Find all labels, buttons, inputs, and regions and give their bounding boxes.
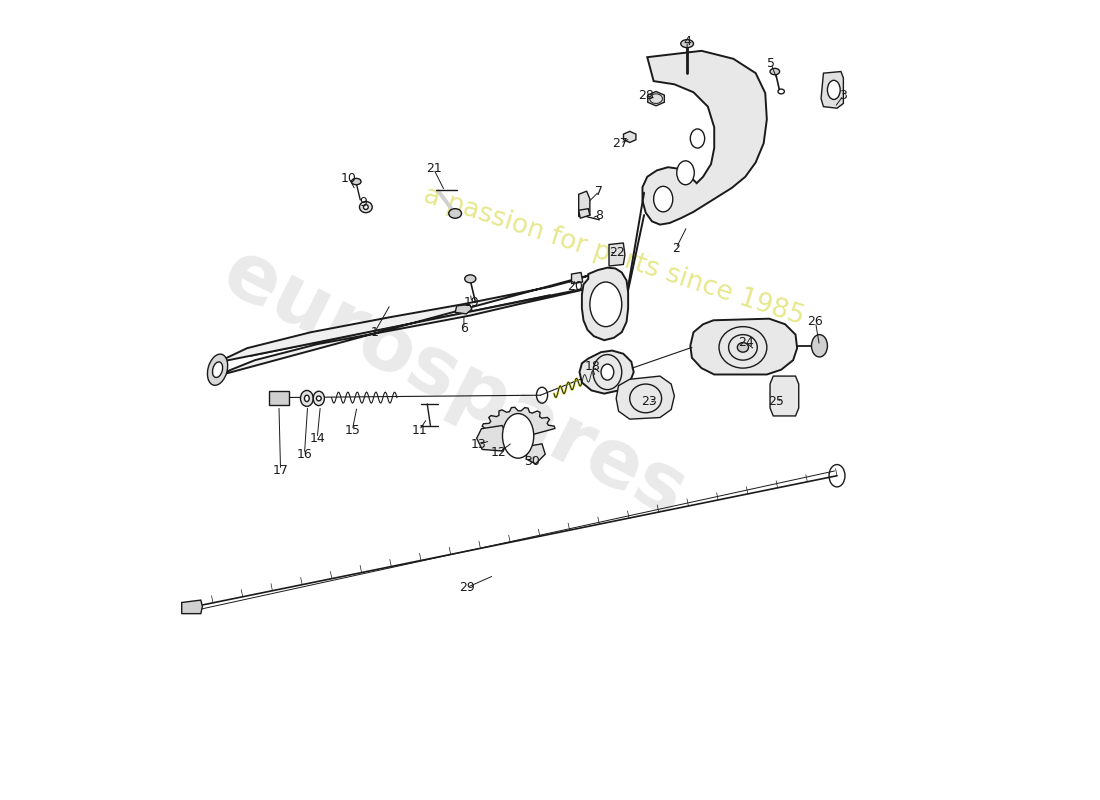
- Text: 11: 11: [411, 424, 427, 437]
- Polygon shape: [582, 268, 628, 340]
- Text: 22: 22: [609, 246, 625, 259]
- Ellipse shape: [317, 396, 321, 401]
- Text: 13: 13: [471, 438, 486, 451]
- Polygon shape: [624, 131, 636, 142]
- Text: 2: 2: [672, 242, 680, 255]
- Ellipse shape: [363, 205, 368, 210]
- Polygon shape: [482, 407, 556, 442]
- Text: 1: 1: [371, 326, 378, 338]
- Text: 19: 19: [464, 296, 480, 310]
- Polygon shape: [691, 318, 797, 374]
- Polygon shape: [526, 444, 546, 464]
- Text: 28: 28: [638, 89, 653, 102]
- Polygon shape: [609, 243, 625, 266]
- Ellipse shape: [449, 209, 462, 218]
- Text: 8: 8: [595, 209, 604, 222]
- Polygon shape: [476, 426, 508, 451]
- Text: a passion for parts since 1985: a passion for parts since 1985: [420, 182, 807, 330]
- Text: 25: 25: [769, 395, 784, 408]
- Text: 10: 10: [341, 172, 358, 185]
- Ellipse shape: [681, 40, 693, 48]
- Text: 9: 9: [360, 196, 367, 209]
- Ellipse shape: [352, 178, 361, 185]
- Ellipse shape: [676, 161, 694, 185]
- Polygon shape: [616, 376, 674, 419]
- Polygon shape: [648, 91, 664, 106]
- Polygon shape: [579, 209, 590, 218]
- Ellipse shape: [208, 354, 228, 386]
- Text: 29: 29: [459, 581, 475, 594]
- Polygon shape: [270, 391, 288, 405]
- Text: 20: 20: [568, 280, 583, 294]
- Text: 23: 23: [641, 395, 657, 408]
- Text: 17: 17: [273, 464, 288, 477]
- Ellipse shape: [778, 89, 784, 94]
- Ellipse shape: [590, 282, 621, 326]
- Text: 5: 5: [767, 57, 774, 70]
- Ellipse shape: [653, 186, 673, 212]
- Text: 16: 16: [297, 448, 312, 461]
- Polygon shape: [217, 274, 594, 376]
- Ellipse shape: [737, 342, 748, 352]
- Polygon shape: [770, 376, 799, 416]
- Text: 6: 6: [460, 322, 467, 334]
- Polygon shape: [821, 71, 844, 108]
- Polygon shape: [642, 51, 767, 225]
- Text: 4: 4: [683, 34, 691, 48]
- Ellipse shape: [360, 202, 372, 213]
- Ellipse shape: [464, 275, 476, 283]
- Text: eurospares: eurospares: [210, 234, 698, 534]
- Ellipse shape: [770, 68, 780, 74]
- Polygon shape: [580, 350, 634, 394]
- Text: 26: 26: [807, 315, 823, 328]
- Polygon shape: [572, 273, 583, 284]
- Text: 14: 14: [309, 432, 326, 445]
- Text: 7: 7: [595, 185, 604, 198]
- Ellipse shape: [212, 362, 222, 378]
- Polygon shape: [579, 191, 590, 217]
- Text: 12: 12: [491, 446, 507, 459]
- Text: 24: 24: [738, 336, 754, 349]
- Polygon shape: [182, 600, 202, 614]
- Text: 3: 3: [839, 89, 847, 102]
- Ellipse shape: [305, 395, 309, 402]
- Text: 30: 30: [525, 455, 540, 468]
- Text: 15: 15: [344, 424, 360, 437]
- Text: 18: 18: [585, 360, 601, 373]
- Ellipse shape: [691, 129, 705, 148]
- Ellipse shape: [812, 334, 827, 357]
- Text: 27: 27: [613, 137, 628, 150]
- Ellipse shape: [314, 391, 324, 406]
- Ellipse shape: [503, 414, 534, 458]
- Ellipse shape: [300, 390, 313, 406]
- Text: 21: 21: [426, 162, 441, 175]
- Polygon shape: [455, 304, 472, 314]
- Ellipse shape: [601, 364, 614, 380]
- Ellipse shape: [827, 80, 840, 99]
